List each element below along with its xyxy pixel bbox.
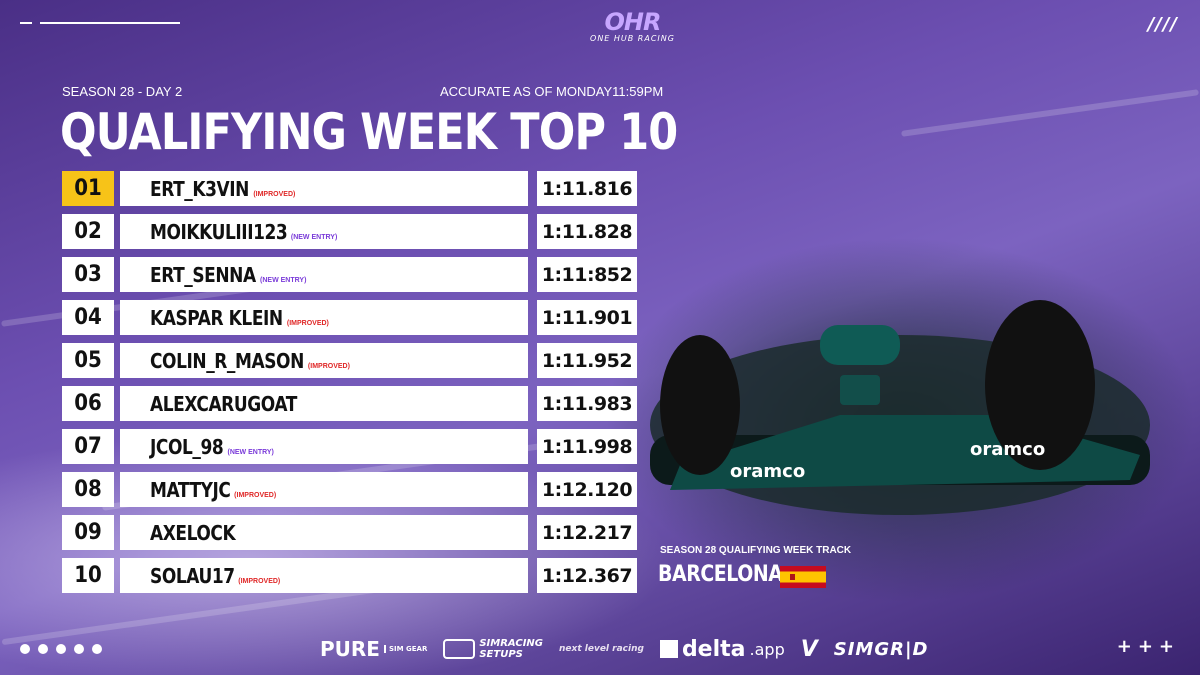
driver-cell: ERT_K3VIN (IMPROVED)	[120, 171, 528, 206]
page-title: QUALIFYING WEEK TOP 10	[60, 103, 678, 161]
dot	[20, 644, 30, 654]
driver-cell: SOLAU17 (IMPROVED)	[120, 558, 528, 593]
delta-icon	[659, 640, 678, 658]
brand-logo: OHR ONE HUB RACING	[565, 10, 700, 46]
lap-time-cell: 1:11.983	[537, 386, 637, 421]
lap-time-cell: 1:11:852	[537, 257, 637, 292]
sponsor-bar: PURE SIM GEAR SIMRACING SETUPS next leve…	[320, 634, 928, 664]
delta-suffix: .app	[749, 639, 785, 659]
driver-name: ERT_SENNA	[150, 262, 256, 287]
simracing-setups-logo: SIMRACING SETUPS	[443, 638, 543, 660]
lap-time-cell: 1:12.367	[537, 558, 637, 593]
position-cell: 07	[62, 429, 114, 464]
season-day-label: SEASON 28 - DAY 2	[62, 84, 183, 99]
svg-text:oramco: oramco	[970, 439, 1045, 460]
position-cell: 04	[62, 300, 114, 335]
brand-mark: OHR	[604, 8, 662, 36]
pagination-dots	[20, 644, 102, 654]
lap-time-cell: 1:11.828	[537, 214, 637, 249]
status-badge: (IMPROVED)	[286, 320, 329, 327]
dot	[38, 644, 48, 654]
lap-time-cell: 1:11.998	[537, 429, 637, 464]
driver-name: KASPAR KLEIN	[150, 305, 283, 330]
svg-text:oramco: oramco	[730, 461, 805, 482]
driver-cell: MATTYJC (IMPROVED)	[120, 472, 528, 507]
driver-name: MOIKKULIII123	[150, 219, 288, 244]
position-cell: 05	[62, 343, 114, 378]
delta-text: delta	[681, 636, 746, 662]
position-cell: 03	[62, 257, 114, 292]
driver-name: MATTYJC	[150, 477, 231, 502]
driver-name: SOLAU17	[150, 563, 235, 588]
status-badge: (IMPROVED)	[307, 363, 350, 370]
setups-text: SETUPS	[479, 649, 523, 660]
dot	[92, 644, 102, 654]
pure-logo-subtext: SIM GEAR	[383, 645, 427, 653]
top-dash-decoration	[20, 22, 32, 24]
brand-subtitle: ONE HUB RACING	[590, 34, 675, 43]
lap-time-cell: 1:12.217	[537, 515, 637, 550]
simracing-setups-icon	[443, 639, 476, 659]
plus-decoration: +++	[1116, 636, 1180, 657]
position-cell: 09	[62, 515, 114, 550]
lap-time-cell: 1:11.952	[537, 343, 637, 378]
simracing-text: SIMRACING	[479, 638, 544, 649]
status-badge: (IMPROVED)	[234, 492, 277, 499]
status-badge: (NEW ENTRY)	[227, 449, 274, 456]
spain-flag-icon	[780, 566, 826, 588]
delta-app-logo: delta .app	[659, 636, 785, 662]
track-label: SEASON 28 QUALIFYING WEEK TRACK	[660, 545, 852, 556]
status-badge: (NEW ENTRY)	[260, 277, 307, 284]
position-cell: 02	[62, 214, 114, 249]
driver-cell: JCOL_98 (NEW ENTRY)	[120, 429, 528, 464]
driver-cell: ERT_SENNA (NEW ENTRY)	[120, 257, 528, 292]
lap-time-cell: 1:11.901	[537, 300, 637, 335]
dot	[56, 644, 66, 654]
driver-name: COLIN_R_MASON	[150, 348, 304, 373]
pure-sim-gear-logo: PURE SIM GEAR	[320, 637, 427, 661]
driver-cell: KASPAR KLEIN (IMPROVED)	[120, 300, 528, 335]
driver-name: ERT_K3VIN	[150, 176, 249, 201]
driver-cell: ALEXCARUGOAT	[120, 386, 528, 421]
slashes-decoration: ////	[1147, 14, 1178, 35]
next-level-racing-logo: next level racing	[559, 644, 644, 654]
accurate-as-of-label: ACCURATE AS OF MONDAY11:59PM	[440, 84, 664, 99]
driver-name: ALEXCARUGOAT	[150, 391, 297, 416]
lap-time-cell: 1:11.816	[537, 171, 637, 206]
race-car-image: oramco oramco	[650, 300, 1150, 515]
status-badge: (NEW ENTRY)	[290, 234, 338, 241]
driver-cell: MOIKKULIII123 (NEW ENTRY)	[120, 214, 528, 249]
driver-name: JCOL_98	[150, 434, 224, 459]
status-badge: (IMPROVED)	[238, 578, 281, 585]
track-name: BARCELONA	[658, 562, 783, 587]
top-line-decoration	[40, 22, 180, 24]
lap-time-cell: 1:12.120	[537, 472, 637, 507]
status-badge: (IMPROVED)	[253, 191, 296, 198]
position-cell: 01	[62, 171, 114, 206]
driver-name: AXELOCK	[150, 520, 236, 545]
dot	[74, 644, 84, 654]
driver-cell: COLIN_R_MASON (IMPROVED)	[120, 343, 528, 378]
driver-cell: AXELOCK	[120, 515, 528, 550]
pure-logo-text: PURE	[320, 637, 380, 661]
position-cell: 06	[62, 386, 114, 421]
v-logo-icon: V	[800, 636, 818, 662]
position-cell: 10	[62, 558, 114, 593]
simgrid-logo: SIMGR|D	[833, 638, 929, 660]
position-cell: 08	[62, 472, 114, 507]
